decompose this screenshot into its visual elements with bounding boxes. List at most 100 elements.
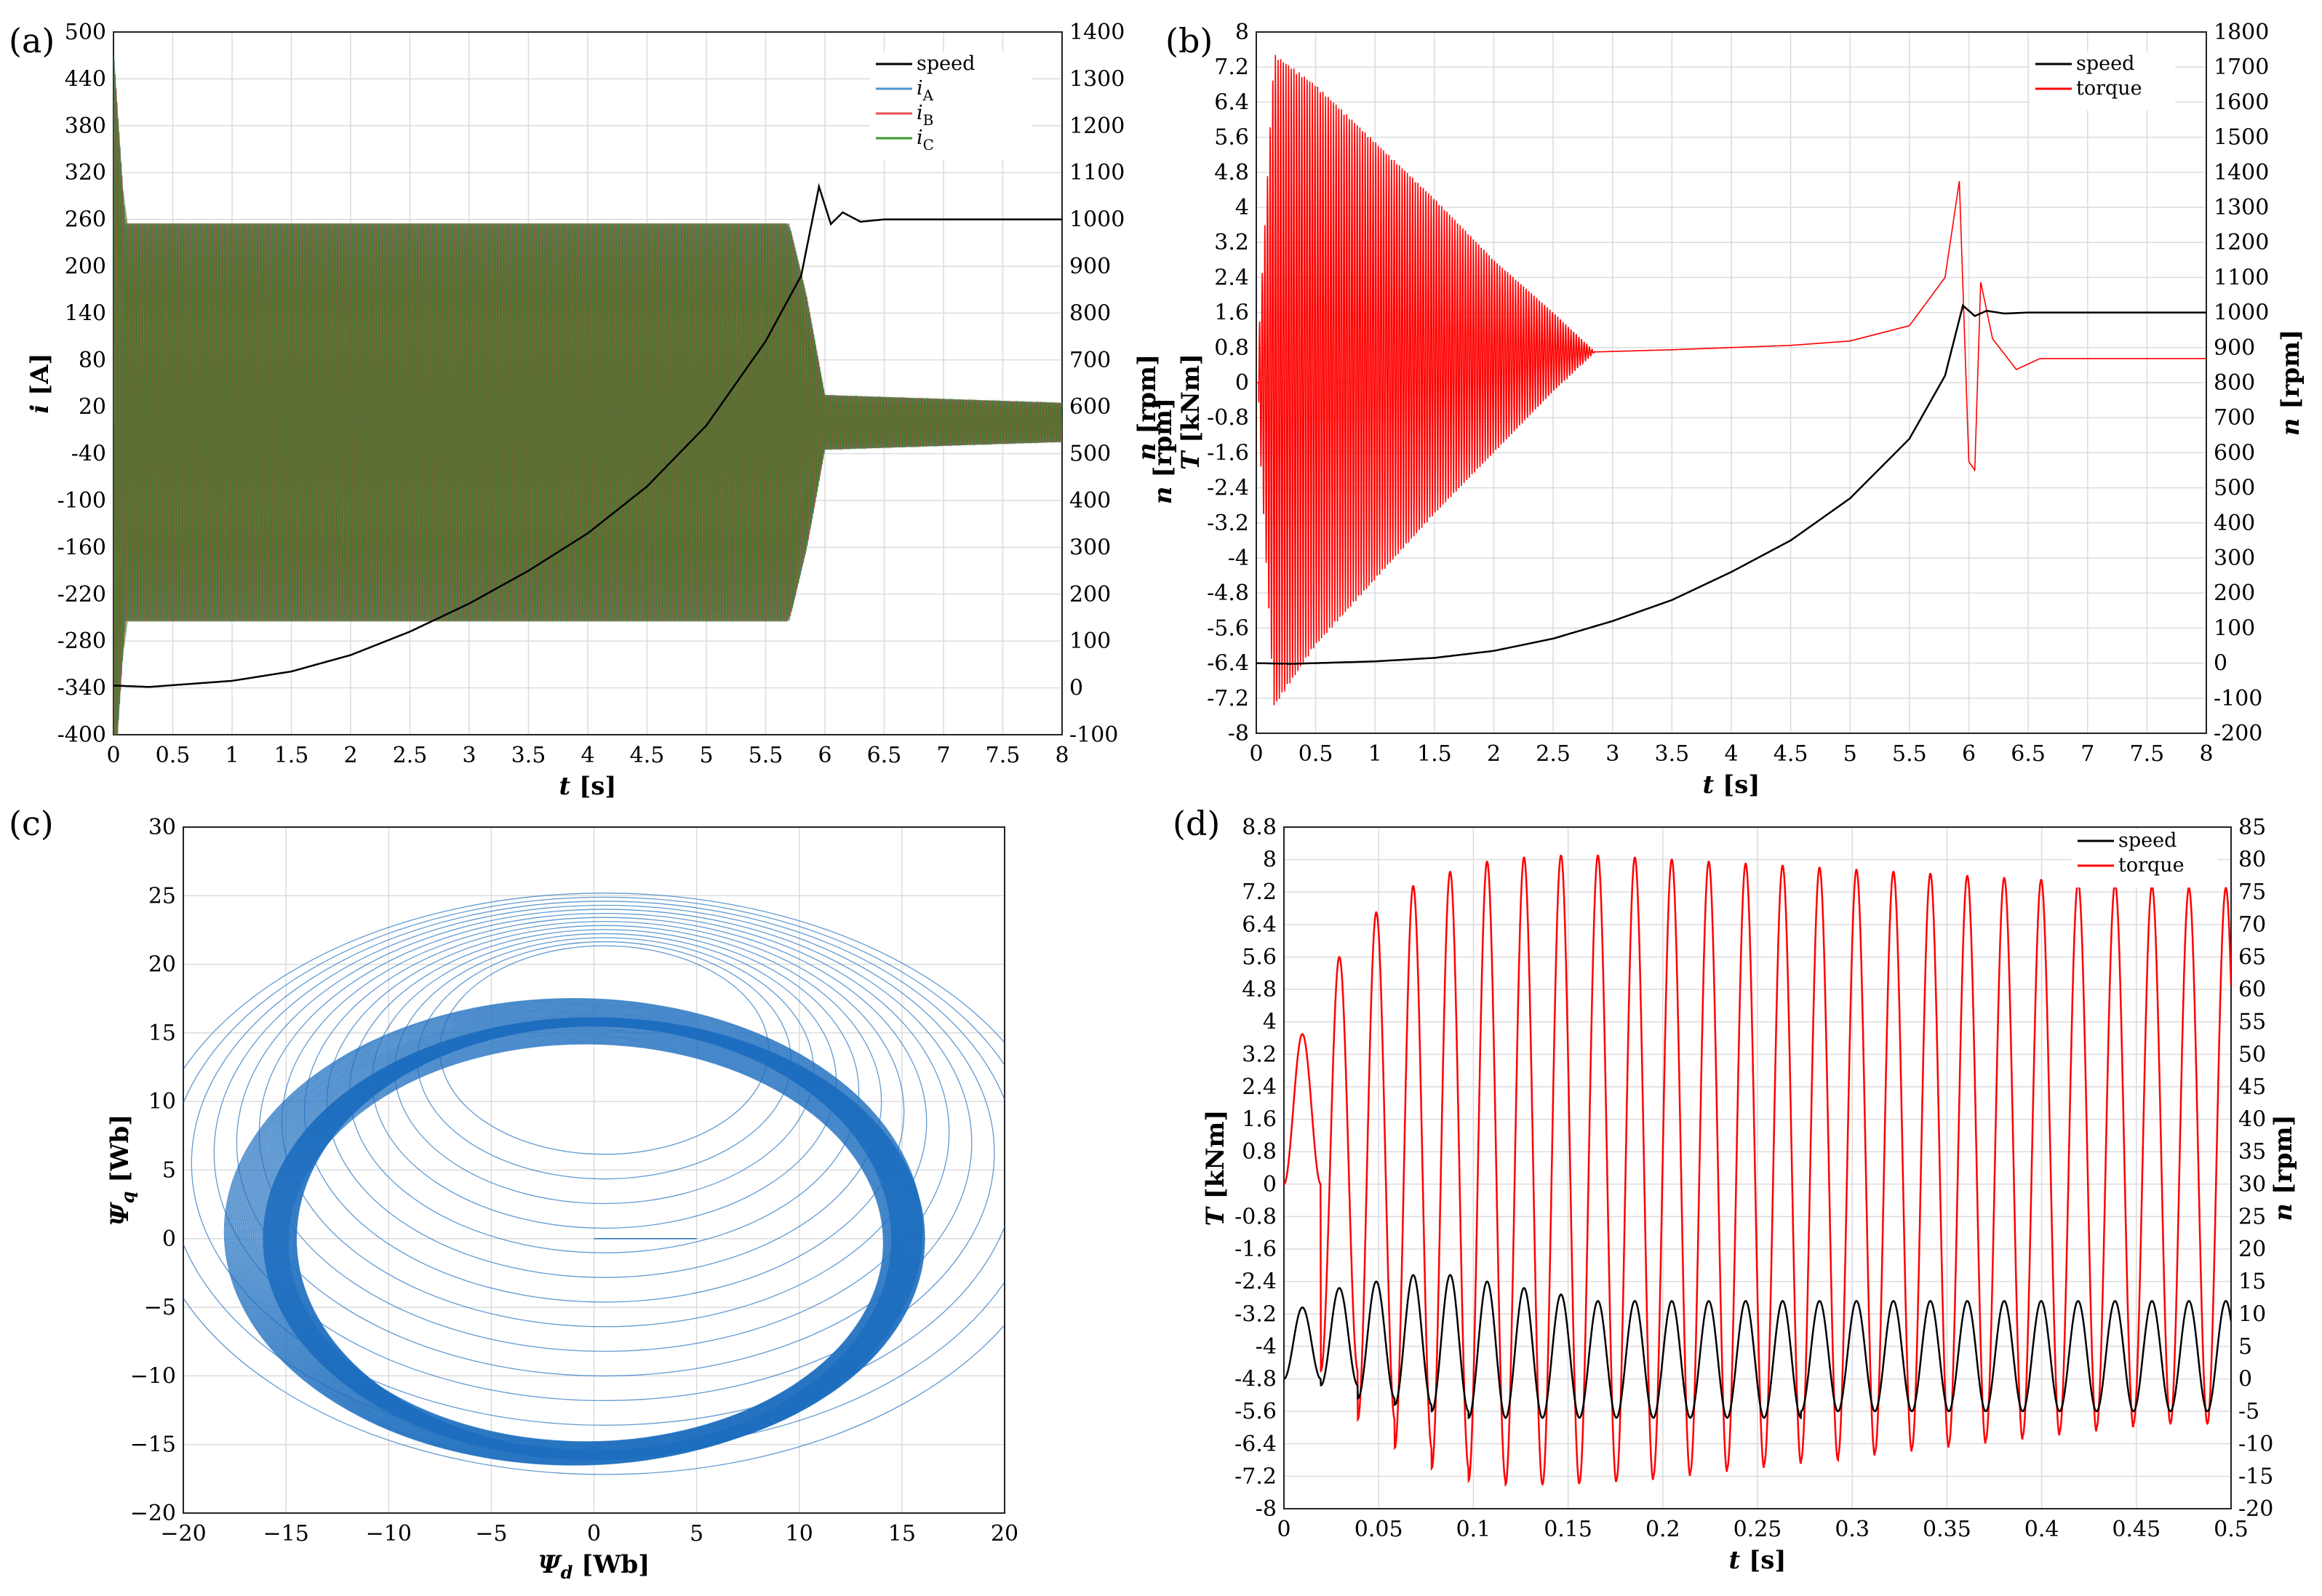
y-right-axis-label: n [rpm] <box>2276 330 2305 436</box>
y-left-tick-label: -8 <box>1256 1496 1277 1522</box>
x-axis-label: t [s] <box>1729 1546 1787 1575</box>
y-left-tick-label: 80 <box>79 348 106 373</box>
x-tick-label: 1.5 <box>1417 741 1452 767</box>
y-left-axis-label-unit: [kNm] <box>1201 1110 1230 1200</box>
y-right-axis-label-var: n <box>1133 442 1162 460</box>
legend-sub: C <box>923 136 934 153</box>
y-left-axis-label-var: i <box>25 404 55 414</box>
y-right-tick-label: 10 <box>2238 1301 2266 1327</box>
x-axis-spacer <box>1714 770 1723 799</box>
panel-c: (c) −20 −15 −10 −5 0 5 10 15 20 −20 −15 −10 −5 0 5 10 15 2… <box>9 804 1018 1583</box>
legend-var: i <box>917 102 923 124</box>
y-left-tick-label: 6.4 <box>1242 912 1277 938</box>
y-right-tick-label: 45 <box>2238 1074 2266 1100</box>
y-right-tick-label: 1100 <box>2214 265 2269 290</box>
y-right-tick-label: 0 <box>2214 651 2227 677</box>
x-tick-label: 0.35 <box>1923 1517 1971 1542</box>
x-axis-unit: [s] <box>579 772 616 801</box>
legend-text: speed <box>2076 52 2134 75</box>
y-right-tick-label: 1500 <box>2214 125 2269 151</box>
y-left-tick-label: -4.8 <box>1207 580 1249 606</box>
x-tick-label: 3 <box>462 743 476 768</box>
y-left-tick-label: -5.6 <box>1234 1399 1277 1424</box>
y-right-tick-label: 55 <box>2238 1010 2266 1035</box>
x-axis-sub: d <box>561 1562 573 1583</box>
legend-text: torque <box>2076 77 2142 100</box>
legend-label: iA <box>917 77 934 104</box>
x-tick-label: 0.5 <box>1298 741 1333 767</box>
x-axis-label: Ψd [Wb] <box>538 1550 650 1583</box>
inner-orbit <box>263 1017 925 1461</box>
legend-text: speed <box>917 52 975 75</box>
torque-line <box>1256 55 2206 706</box>
y-left-axis-label: i [A] <box>25 353 55 413</box>
y-right-tick-label: 5 <box>2238 1334 2252 1360</box>
x-tick-label: 0.15 <box>1544 1517 1592 1542</box>
x-tick-label: 3.5 <box>1655 741 1690 767</box>
y-right-tick-label: 800 <box>1069 300 1111 326</box>
y-right-tick-label: -10 <box>2238 1432 2273 1457</box>
legend-label: speed <box>917 52 975 75</box>
x-axis-spacer <box>1740 1546 1749 1575</box>
y-right-tick-label: 1300 <box>1069 66 1125 92</box>
x-axis-label: t [s] <box>1703 770 1760 799</box>
legend-box <box>870 52 1032 160</box>
y-left-tick-label: 7.2 <box>1242 879 1277 905</box>
y-left-tick-label: -7.2 <box>1234 1464 1277 1489</box>
x-axis-spacer <box>570 772 579 801</box>
y-right-axis-label: n [rpm] <box>1133 354 1162 460</box>
y-left-tick-label: 260 <box>65 207 106 233</box>
x-tick-label: 3.5 <box>511 743 546 768</box>
y-left-tick-label: 0.8 <box>1214 335 1249 361</box>
y-left-tick-label: -280 <box>57 629 106 654</box>
y-left-tick-label: 200 <box>65 254 106 279</box>
y-left-tick-label: 4.8 <box>1242 977 1277 1002</box>
x-tick-label: 6.5 <box>2011 741 2046 767</box>
y-left-tick-label: 4 <box>1263 1010 1277 1035</box>
y-right-tick-label: 1000 <box>1069 207 1125 233</box>
x-tick-label: 7.5 <box>2130 741 2165 767</box>
x-tick-label: 5 <box>699 743 713 768</box>
panel-label: (d) <box>1173 804 1220 843</box>
flux-trajectory <box>183 893 1005 1475</box>
y-left-tick-label: -8 <box>1228 721 1249 746</box>
current-overlay <box>113 47 1062 735</box>
x-tick-label: 8 <box>2199 741 2213 767</box>
legend-label: torque <box>2076 77 2142 100</box>
y-left-tick-label: 1.6 <box>1242 1107 1277 1133</box>
y-right-tick-label: 400 <box>2214 511 2255 536</box>
y-right-tick-label: 1300 <box>2214 195 2269 220</box>
y-left-tick-label: -6.4 <box>1207 651 1249 677</box>
panel-label: (c) <box>9 804 54 843</box>
y-right-tick-label: 800 <box>2214 370 2255 396</box>
x-tick-label: 20 <box>991 1521 1018 1547</box>
x-axis-unit: [s] <box>1723 770 1760 799</box>
y-left-tick-label: 500 <box>65 20 106 45</box>
y-left-tick-label: −5 <box>144 1295 176 1320</box>
legend-box <box>2072 829 2217 887</box>
y-left-tick-label: -4 <box>1256 1334 1277 1360</box>
x-tick-label: 2.5 <box>393 743 428 768</box>
x-tick-label: 2.5 <box>1536 741 1571 767</box>
y-left-tick-label: 0 <box>1263 1172 1277 1197</box>
y-right-axis-label-var: n <box>2276 418 2305 436</box>
y-right-tick-label: 0 <box>1069 676 1083 701</box>
x-axis-var: t <box>1729 1546 1741 1575</box>
y-left-tick-label: -6.4 <box>1234 1432 1277 1457</box>
y-left-tick-label: 8 <box>1263 847 1277 873</box>
y-left-tick-label: -3.2 <box>1234 1301 1277 1327</box>
x-axis-var: Ψ <box>538 1550 563 1579</box>
y-left-axis-label-var: T <box>1201 1205 1230 1226</box>
y-left-tick-label: 440 <box>65 66 106 92</box>
y-left-tick-label: 2.4 <box>1242 1074 1277 1100</box>
legend-label: torque <box>2118 854 2185 877</box>
x-tick-label: −20 <box>160 1521 206 1547</box>
panel-label: (b) <box>1165 21 1213 60</box>
y-right-axis-label-unit: [rpm] <box>2276 330 2305 410</box>
y-left-tick-label: 25 <box>148 883 176 909</box>
y-right-tick-label: 80 <box>2238 847 2266 873</box>
y-right-tick-label: -100 <box>2214 686 2262 711</box>
y-right-tick-label: 1200 <box>1069 113 1125 139</box>
y-right-tick-label: 100 <box>1069 629 1111 654</box>
legend-sub: B <box>923 111 934 129</box>
